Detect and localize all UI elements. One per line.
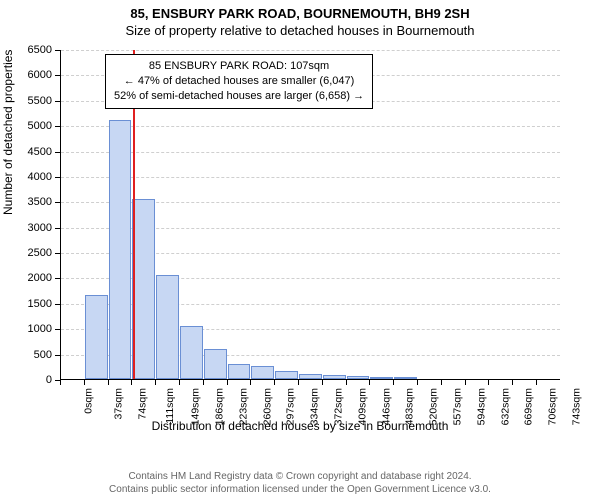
footer-line2: Contains public sector information licen… (0, 483, 600, 496)
y-tick-label: 3500 (0, 196, 52, 208)
x-tick-mark (155, 380, 156, 385)
histogram-bar (180, 326, 203, 379)
gridline (61, 126, 560, 127)
x-tick-mark (131, 380, 132, 385)
gridline (61, 177, 560, 178)
annotation-line2: ← 47% of detached houses are smaller (6,… (114, 74, 364, 89)
x-tick-mark (346, 380, 347, 385)
chart-container: Number of detached properties 0500100015… (0, 40, 600, 435)
y-tick-label: 5500 (0, 95, 52, 107)
y-tick-label: 3000 (0, 222, 52, 234)
y-tick-label: 1000 (0, 323, 52, 335)
histogram-bar (132, 199, 155, 379)
histogram-bar (109, 120, 132, 379)
y-tick-label: 4000 (0, 171, 52, 183)
y-tick-label: 6000 (0, 69, 52, 81)
y-tick-label: 500 (0, 349, 52, 361)
histogram-bar (299, 374, 322, 379)
x-tick-mark (536, 380, 537, 385)
x-tick-mark (322, 380, 323, 385)
x-tick-mark (465, 380, 466, 385)
histogram-bar (323, 375, 346, 379)
gridline (61, 152, 560, 153)
gridline (61, 50, 560, 51)
y-tick-label: 2000 (0, 272, 52, 284)
x-tick-mark (227, 380, 228, 385)
histogram-bar (204, 349, 227, 379)
x-tick-mark (108, 380, 109, 385)
footer-line1: Contains HM Land Registry data © Crown c… (0, 470, 600, 483)
histogram-bar (228, 364, 251, 379)
annotation-line3: 52% of semi-detached houses are larger (… (114, 89, 364, 104)
x-tick-mark (369, 380, 370, 385)
histogram-bar (370, 377, 393, 379)
histogram-bar (251, 366, 274, 379)
annotation-box: 85 ENSBURY PARK ROAD: 107sqm ← 47% of de… (105, 54, 373, 109)
x-tick-mark (60, 380, 61, 385)
y-tick-label: 1500 (0, 298, 52, 310)
annotation-line1: 85 ENSBURY PARK ROAD: 107sqm (114, 59, 364, 74)
y-tick-label: 4500 (0, 146, 52, 158)
y-tick-label: 0 (0, 374, 52, 386)
x-axis-label: Distribution of detached houses by size … (0, 419, 600, 433)
x-tick-mark (298, 380, 299, 385)
x-tick-mark (179, 380, 180, 385)
chart-subtitle: Size of property relative to detached ho… (0, 23, 600, 38)
chart-title-address: 85, ENSBURY PARK ROAD, BOURNEMOUTH, BH9 … (0, 6, 600, 21)
x-tick-mark (488, 380, 489, 385)
x-tick-label: 37sqm (112, 388, 124, 420)
footer-attribution: Contains HM Land Registry data © Crown c… (0, 470, 600, 496)
x-tick-mark (393, 380, 394, 385)
x-tick-label: 74sqm (136, 388, 148, 420)
x-tick-mark (250, 380, 251, 385)
chart-title-block: 85, ENSBURY PARK ROAD, BOURNEMOUTH, BH9 … (0, 0, 600, 38)
histogram-bar (394, 377, 417, 379)
x-tick-mark (274, 380, 275, 385)
histogram-bar (347, 376, 370, 379)
y-tick-label: 2500 (0, 247, 52, 259)
histogram-bar (275, 371, 298, 379)
y-tick-label: 5000 (0, 120, 52, 132)
histogram-bar (85, 295, 108, 379)
y-tick-label: 6500 (0, 44, 52, 56)
x-tick-mark (203, 380, 204, 385)
histogram-bar (156, 275, 179, 379)
x-tick-mark (84, 380, 85, 385)
x-tick-mark (441, 380, 442, 385)
x-tick-mark (512, 380, 513, 385)
x-tick-label: 0sqm (83, 388, 95, 414)
x-tick-mark (417, 380, 418, 385)
